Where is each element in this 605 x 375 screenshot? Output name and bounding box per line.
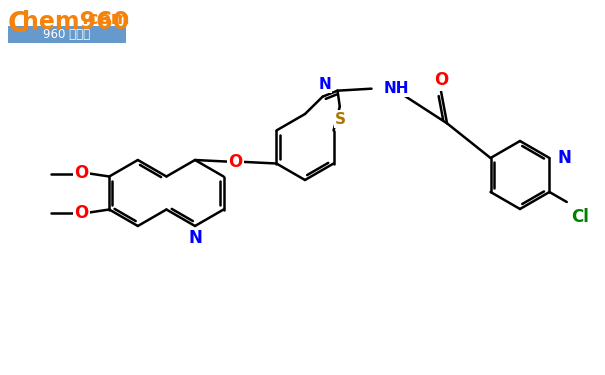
FancyBboxPatch shape [8,26,126,43]
Text: .com: .com [81,10,129,28]
Text: N: N [318,76,331,92]
Text: hem960: hem960 [22,10,129,34]
Text: O: O [229,153,243,171]
Text: NH: NH [384,81,409,96]
Text: O: O [74,204,88,222]
Text: O: O [434,71,448,89]
Text: N: N [557,149,571,167]
Text: O: O [74,165,88,183]
Text: Cl: Cl [571,208,589,226]
Text: C: C [8,10,28,38]
Text: N: N [188,229,202,247]
Text: S: S [335,111,346,126]
Text: 960 化工网: 960 化工网 [44,28,91,42]
